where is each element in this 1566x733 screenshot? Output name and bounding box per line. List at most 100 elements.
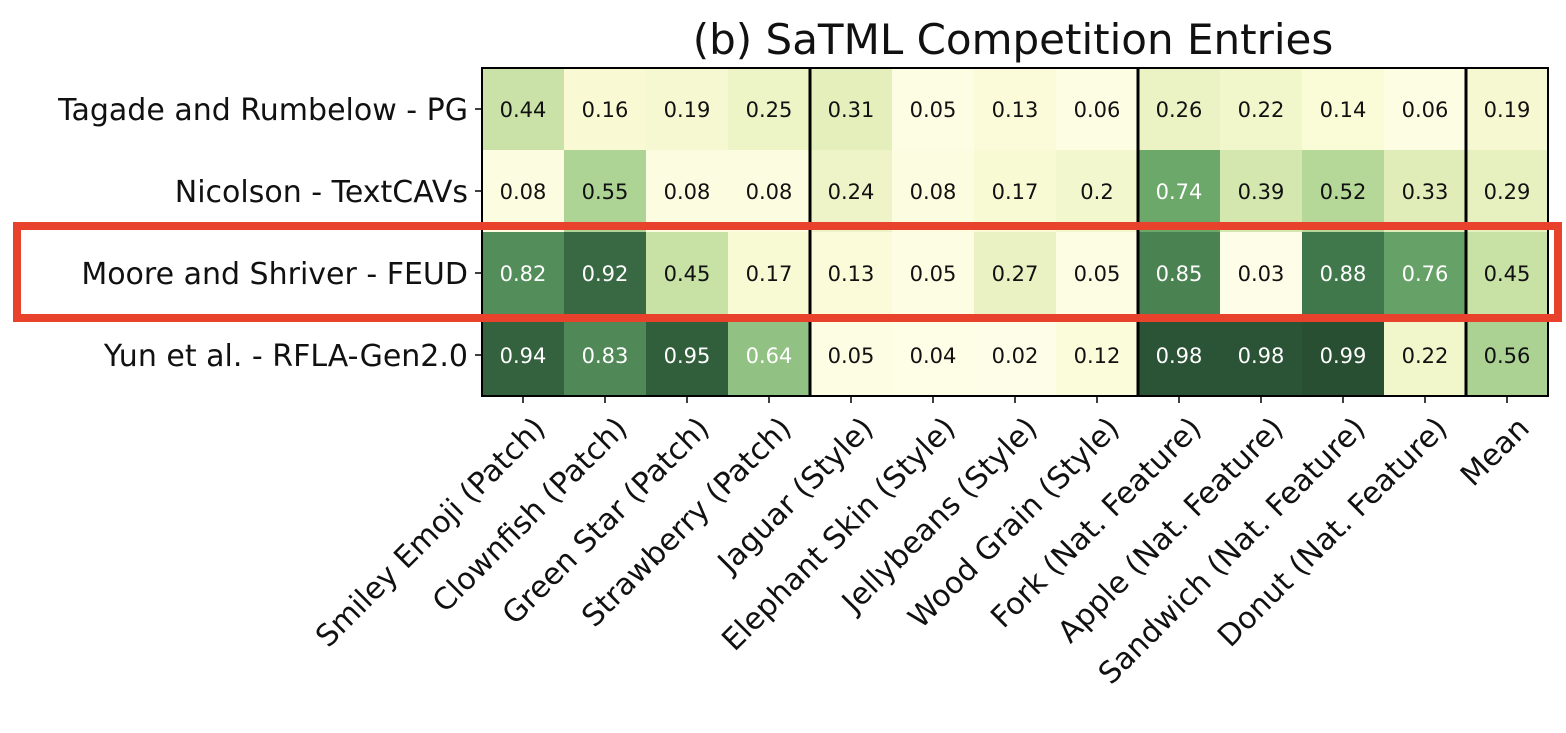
heatmap-cell [1056,314,1138,396]
heatmap-cell [1466,68,1548,150]
cell-value-label: 0.27 [992,262,1039,286]
heatmap-cell [1302,150,1384,232]
cell-value-label: 0.06 [1074,98,1121,122]
heatmap-cell [1302,314,1384,396]
heatmap-cell [482,150,564,232]
cell-value-label: 0.55 [582,180,629,204]
heatmap-cell [1302,68,1384,150]
cell-value-label: 0.17 [746,262,793,286]
cell-value-label: 0.95 [664,344,711,368]
cell-value-label: 0.29 [1484,180,1531,204]
row-label: Moore and Shriver - FEUD [81,257,468,292]
cell-value-label: 0.88 [1320,262,1367,286]
column-label: Mean [1454,411,1537,494]
heatmap-cell [810,150,892,232]
heatmap-cell [1466,232,1548,314]
heatmap-cell [1384,68,1466,150]
cell-value-label: 0.99 [1320,344,1367,368]
cell-value-label: 0.05 [910,262,957,286]
cell-value-label: 0.92 [582,262,629,286]
cell-value-label: 0.25 [746,98,793,122]
cell-value-label: 0.05 [828,344,875,368]
heatmap-cell [1138,68,1220,150]
heatmap-cell [482,68,564,150]
cell-value-label: 0.03 [1238,262,1285,286]
heatmap-cell [1056,150,1138,232]
cell-value-label: 0.98 [1156,344,1203,368]
heatmap-cell [810,314,892,396]
heatmap-cell [564,314,646,396]
heatmap-cell [1220,68,1302,150]
heatmap-cell [482,314,564,396]
cell-value-label: 0.24 [828,180,875,204]
cell-value-label: 0.19 [1484,98,1531,122]
cell-value-label: 0.39 [1238,180,1285,204]
cell-value-label: 0.19 [664,98,711,122]
cell-value-label: 0.08 [500,180,547,204]
heatmap-cell [646,150,728,232]
heatmap-cell [892,68,974,150]
heatmap-cell [564,232,646,314]
cell-value-label: 0.14 [1320,98,1367,122]
row-label: Yun et al. - RFLA-Gen2.0 [103,339,468,374]
row-label: Tagade and Rumbelow - PG [57,93,468,128]
heatmap-cell [974,314,1056,396]
heatmap-cell [974,232,1056,314]
cell-value-label: 0.94 [500,344,547,368]
heatmap-cell [974,150,1056,232]
cell-value-label: 0.16 [582,98,629,122]
cell-value-label: 0.04 [910,344,957,368]
cell-value-label: 0.76 [1402,262,1449,286]
highlight-box [13,222,1562,322]
cell-value-label: 0.08 [664,180,711,204]
heatmap-cell [1220,232,1302,314]
heatmap-cell [1138,150,1220,232]
cell-value-label: 0.08 [746,180,793,204]
cell-value-label: 0.45 [664,262,711,286]
heatmap-cell [564,68,646,150]
heatmap-cell [810,232,892,314]
cell-value-label: 0.13 [992,98,1039,122]
heatmap-cell [1138,232,1220,314]
heatmap-cell [646,232,728,314]
row-label: Nicolson - TextCAVs [175,175,468,210]
group-separators [808,68,1468,396]
cell-value-label: 0.12 [1074,344,1121,368]
heatmap-cell [564,150,646,232]
heatmap-cell [892,232,974,314]
heatmap-cell [728,68,810,150]
heatmap-cell [728,150,810,232]
heatmap-cell [974,68,1056,150]
heatmap-cell [1384,314,1466,396]
heatmap-cell [1466,150,1548,232]
cell-value-label: 0.02 [992,344,1039,368]
cell-value-label: 0.05 [1074,262,1121,286]
cell-value-label: 0.56 [1484,344,1531,368]
heatmap-cell [482,232,564,314]
cell-value-label: 0.26 [1156,98,1203,122]
cell-value-label: 0.64 [746,344,793,368]
cell-value-label: 0.13 [828,262,875,286]
heatmap-cell [1384,232,1466,314]
row-labels: Tagade and Rumbelow - PG Nicolson - TextC… [57,93,482,374]
heatmap-cell [1138,314,1220,396]
heatmap-cell-labels: 0.44 0.16 0.19 0.25 0.31 0.05 0.13 0.06 0.26 0.22… [500,98,1531,368]
heatmap-cell [892,314,974,396]
cell-value-label: 0.83 [582,344,629,368]
chart-title: (b) SaTML Competition Entries [693,15,1333,64]
cell-value-label: 0.05 [910,98,957,122]
heatmap-cell [1056,68,1138,150]
column-labels: Smiley Emoji (Patch)Clownfish (Patch)Gre… [309,396,1537,691]
cell-value-label: 0.85 [1156,262,1203,286]
cell-value-label: 0.31 [828,98,875,122]
cell-value-label: 0.33 [1402,180,1449,204]
cell-value-label: 0.08 [910,180,957,204]
cell-value-label: 0.82 [500,262,547,286]
heatmap-cell [1384,150,1466,232]
cell-value-label: 0.74 [1156,180,1203,204]
heatmap-cell [646,68,728,150]
cell-value-label: 0.22 [1402,344,1449,368]
cell-value-label: 0.98 [1238,344,1285,368]
cell-value-label: 0.06 [1402,98,1449,122]
heatmap-cells [482,68,1548,396]
